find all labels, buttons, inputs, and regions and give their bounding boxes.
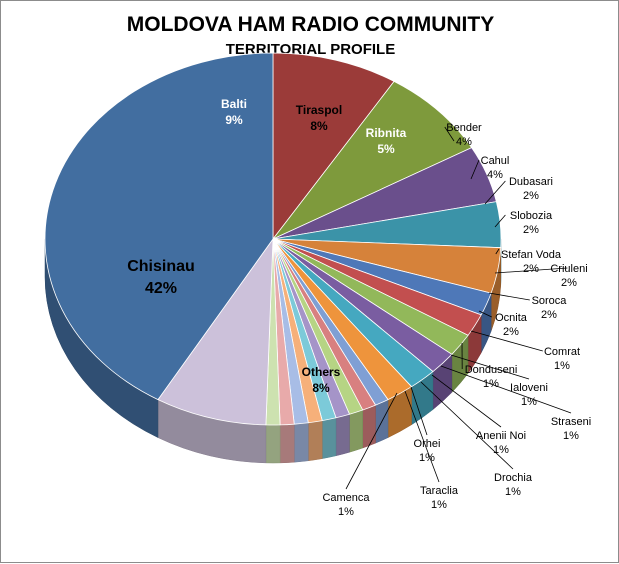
slice-value-comrat: 1% xyxy=(554,360,570,372)
slice-label-others: Others xyxy=(302,365,341,379)
slice-value-bender: 4% xyxy=(456,136,472,148)
slice-label-orhei: Orhei xyxy=(414,438,441,450)
slice-value-soroca: 2% xyxy=(541,309,557,321)
slice-value-stefan-voda: 2% xyxy=(523,263,539,275)
slice-label-drochia: Drochia xyxy=(494,472,533,484)
slice-label-tiraspol: Tiraspol xyxy=(296,103,342,117)
slice-label-slobozia: Slobozia xyxy=(510,210,553,222)
pie-side-anenii-noi xyxy=(322,418,336,459)
slice-label-ialoveni: Ialoveni xyxy=(510,382,548,394)
slice-value-camenca: 1% xyxy=(338,506,354,518)
slice-value-anenii-noi: 1% xyxy=(493,444,509,456)
slice-value-straseni: 1% xyxy=(563,430,579,442)
slice-value-others: 8% xyxy=(312,381,330,395)
slice-label-ribnita: Ribnita xyxy=(366,126,407,140)
slice-label-balti: Balti xyxy=(221,97,247,111)
slice-label-straseni: Straseni xyxy=(551,416,591,428)
pie-side-donduseni xyxy=(363,405,376,448)
slice-label-bender: Bender xyxy=(446,122,482,134)
slice-label-camenca: Camenca xyxy=(322,492,370,504)
slice-label-donduseni: Donduseni xyxy=(465,364,518,376)
slice-label-comrat: Comrat xyxy=(544,346,580,358)
slice-value-ialoveni: 1% xyxy=(521,396,537,408)
pie-side-drochia xyxy=(308,421,322,461)
slice-label-ocnita: Ocnita xyxy=(495,312,528,324)
slice-value-drochia: 1% xyxy=(505,486,521,498)
pie-side-orhei xyxy=(294,423,308,462)
slice-value-slobozia: 2% xyxy=(523,224,539,236)
slice-value-criuleni: 2% xyxy=(561,277,577,289)
slice-label-stefan-voda: Stefan Voda xyxy=(501,249,562,261)
slice-label-anenii-noi: Anenii Noi xyxy=(476,430,526,442)
slice-label-soroca: Soroca xyxy=(532,295,568,307)
slice-value-taraclia: 1% xyxy=(431,499,447,511)
slice-label-dubasari: Dubasari xyxy=(509,176,553,188)
slice-label-cahul: Cahul xyxy=(481,155,510,167)
slice-value-ocnita: 2% xyxy=(503,326,519,338)
pie-side-taraclia xyxy=(280,424,294,463)
slice-label-taraclia: Taraclia xyxy=(420,485,459,497)
pie-top xyxy=(45,53,501,425)
slice-value-dubasari: 2% xyxy=(523,190,539,202)
slice-value-ribnita: 5% xyxy=(377,142,395,156)
slice-value-donduseni: 1% xyxy=(483,378,499,390)
slice-value-tiraspol: 8% xyxy=(310,119,328,133)
slice-value-chisinau: 42% xyxy=(145,280,177,297)
pie-side-camenca xyxy=(266,425,280,463)
slice-value-balti: 9% xyxy=(225,113,243,127)
pie-side-straseni xyxy=(336,414,350,456)
slice-label-criuleni: Criuleni xyxy=(550,263,587,275)
slice-label-chisinau: Chisinau xyxy=(127,258,195,275)
pie-side-ialoveni xyxy=(349,410,362,452)
slice-value-cahul: 4% xyxy=(487,169,503,181)
slice-value-orhei: 1% xyxy=(419,452,435,464)
